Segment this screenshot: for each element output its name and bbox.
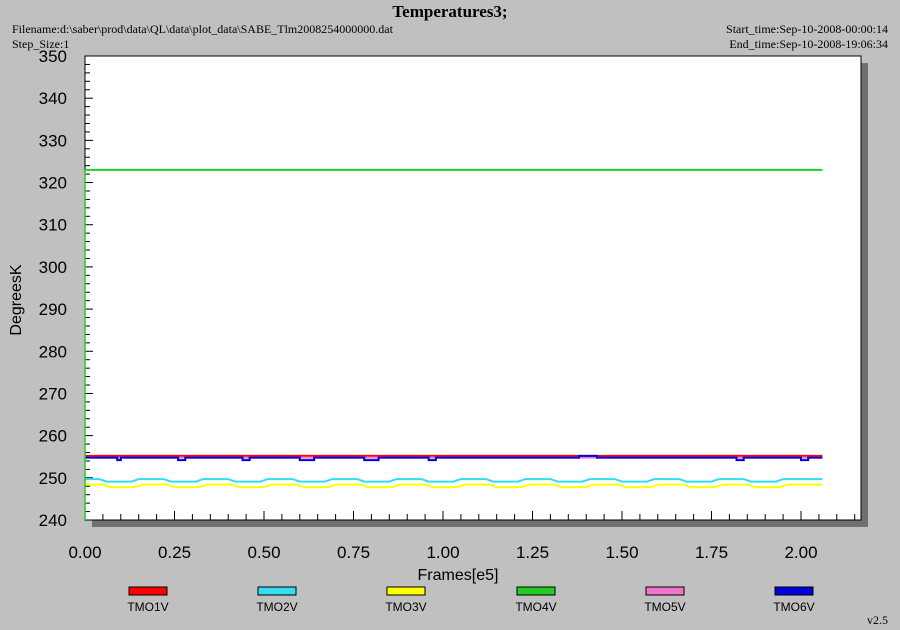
- legend-label-tmo1v: TMO1V: [127, 600, 168, 614]
- y-tick-label: 280: [39, 342, 67, 361]
- y-tick-label: 240: [39, 511, 67, 530]
- x-tick-label: 0.50: [247, 543, 280, 562]
- start-time-label: Start_time:Sep-10-2008-00:00:14: [726, 22, 888, 36]
- y-axis-ticks: [85, 55, 93, 521]
- x-tick-label: 1.25: [516, 543, 549, 562]
- legend-swatch-tmo4v: [516, 586, 556, 596]
- end-time-label: End_time:Sep-10-2008-19:06:34: [729, 37, 888, 51]
- series-lines: [84, 168, 823, 520]
- step-size-label: Step_Size:1: [12, 37, 70, 51]
- legend-label-tmo3v: TMO3V: [385, 600, 426, 614]
- x-axis-label: Frames[e5]: [418, 567, 499, 584]
- legend-swatch-tmo5v: [645, 586, 685, 596]
- legend-label-tmo6v: TMO6V: [773, 600, 814, 614]
- y-tick-label: 310: [39, 216, 67, 235]
- filename-label: Filename:d:\saber\prod\data\QL\data\plot…: [12, 22, 393, 36]
- chart-title: Temperatures3;: [392, 2, 508, 21]
- legend-swatch-tmo3v: [386, 586, 426, 596]
- x-axis-ticks: [84, 511, 856, 520]
- legend-label-tmo5v: TMO5V: [644, 600, 685, 614]
- y-tick-label: 330: [39, 131, 67, 150]
- plot-area: [84, 55, 862, 521]
- legend-label-tmo2v: TMO2V: [256, 600, 297, 614]
- y-tick-label: 260: [39, 427, 67, 446]
- y-axis-tick-labels: 240 250 260 270 280 290 300 310 320 330 340 350: [39, 47, 67, 530]
- x-tick-label: 0.75: [337, 543, 370, 562]
- legend-swatch-tmo6v: [774, 586, 814, 596]
- x-tick-label: 0.00: [68, 543, 101, 562]
- y-tick-label: 350: [39, 47, 67, 66]
- y-tick-label: 250: [39, 469, 67, 488]
- x-tick-label: 1.00: [426, 543, 459, 562]
- x-tick-label: 1.50: [605, 543, 638, 562]
- series-line-tmo2v: [85, 478, 823, 483]
- x-tick-label: 1.75: [695, 543, 728, 562]
- version-label: v2.5: [867, 613, 888, 627]
- legend: TMO1V TMO2V TMO3V TMO4V TMO5V TMO6V: [127, 586, 815, 614]
- legend-swatch-tmo2v: [257, 586, 297, 596]
- y-axis-label: DegreesK: [8, 264, 25, 335]
- series-line-tmo3v: [85, 483, 823, 489]
- x-tick-label: 2.00: [784, 543, 817, 562]
- legend-swatch-tmo1v: [128, 586, 168, 596]
- legend-label-tmo4v: TMO4V: [515, 600, 556, 614]
- x-axis-tick-labels: 0.00 0.25 0.50 0.75 1.00 1.25 1.50 1.75 2.00: [68, 543, 817, 562]
- y-tick-label: 300: [39, 258, 67, 277]
- series-line-tmo6v: [85, 454, 823, 462]
- y-tick-label: 270: [39, 384, 67, 403]
- y-tick-label: 320: [39, 174, 67, 193]
- y-tick-label: 290: [39, 300, 67, 319]
- x-tick-label: 0.25: [158, 543, 191, 562]
- y-tick-label: 340: [39, 89, 67, 108]
